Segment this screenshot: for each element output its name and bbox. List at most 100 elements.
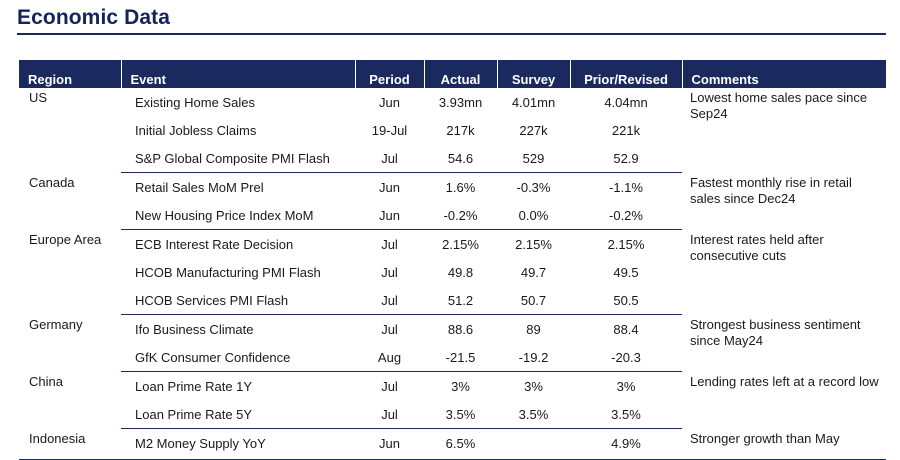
- table-row: Europe Area ECB Interest Rate Decision Jul…: [19, 230, 886, 263]
- prior-revised-cell: -20.3: [570, 343, 682, 372]
- prior-revised-cell: 52.9: [570, 144, 682, 173]
- economic-data-table: Region Event Period Actual Survey Prior/…: [19, 60, 886, 460]
- header-prior-revised: Prior/Revised: [569, 60, 682, 88]
- table-row: HCOB Manufacturing PMI Flash Jul 49.8 49.7 4…: [19, 258, 886, 286]
- actual-cell: 3%: [451, 378, 470, 394]
- event-cell: Loan Prime Rate 1Y: [135, 378, 253, 394]
- region-cell: China: [29, 373, 63, 389]
- comment-cell: Interest rates held after consecutive cu…: [690, 231, 824, 263]
- event-cell: HCOB Services PMI Flash: [121, 286, 355, 315]
- prior-revised-cell: -1.1%: [609, 179, 643, 195]
- region-cell: Indonesia: [19, 428, 121, 460]
- period-cell: Jun: [379, 179, 400, 195]
- actual-cell: 3.5%: [424, 400, 497, 429]
- table-body: US Existing Home Sales Jun 3.93mn 4.01mn 4.04…: [19, 88, 886, 460]
- table-row: HCOB Services PMI Flash Jul 51.2 50.7 50.5: [19, 286, 886, 315]
- actual-cell: 49.8: [447, 264, 474, 280]
- event-cell: M2 Money Supply YoY: [121, 428, 355, 460]
- survey-cell: 227k: [519, 122, 548, 138]
- region-cell: US: [29, 90, 48, 105]
- event-cell: ECB Interest Rate Decision: [135, 236, 294, 252]
- comment-cell: Strongest business sentiment since May24: [690, 316, 861, 348]
- table-row: Initial Jobless Claims 19-Jul 217k 227k 221k: [19, 116, 886, 144]
- page-title: Economic Data: [17, 6, 171, 29]
- actual-cell: 217k: [446, 122, 475, 138]
- event-cell: Initial Jobless Claims: [135, 122, 257, 138]
- actual-cell: 51.2: [424, 286, 497, 315]
- period-cell: Jun: [355, 428, 424, 460]
- table-row: Loan Prime Rate 5Y Jul 3.5% 3.5% 3.5%: [19, 400, 886, 429]
- prior-revised-cell: 221k: [611, 122, 641, 138]
- region-cell: Europe Area: [29, 231, 102, 247]
- survey-cell: 0.0%: [497, 201, 570, 230]
- prior-revised-cell: 50.5: [570, 286, 682, 315]
- survey-cell: 3.5%: [497, 400, 570, 429]
- prior-revised-cell: 49.5: [613, 264, 639, 280]
- survey-cell: 3%: [524, 378, 543, 394]
- actual-cell: -21.5: [424, 343, 497, 372]
- table-row: GfK Consumer Confidence Aug -21.5 -19.2 -20.…: [19, 343, 886, 372]
- period-cell: Jul: [355, 144, 424, 173]
- period-cell: Jul: [381, 378, 398, 394]
- survey-cell: 49.7: [520, 264, 547, 280]
- prior-revised-cell: 88.4: [613, 321, 639, 337]
- table-row: S&P Global Composite PMI Flash Jul 54.6 529…: [19, 144, 886, 173]
- actual-cell: 2.15%: [442, 236, 479, 252]
- prior-revised-cell: 2.15%: [607, 236, 645, 252]
- survey-cell: [497, 428, 570, 460]
- event-cell: Existing Home Sales: [135, 94, 255, 110]
- prior-revised-cell: 4.9%: [570, 428, 682, 460]
- header-event: Event: [120, 60, 355, 88]
- region-cell: Canada: [29, 174, 75, 190]
- period-cell: Jul: [355, 286, 424, 315]
- survey-cell: 50.7: [497, 286, 570, 315]
- survey-cell: 89: [526, 321, 541, 337]
- header-actual: Actual: [423, 60, 497, 88]
- period-cell: Jun: [379, 94, 400, 110]
- prior-revised-cell: 3%: [616, 378, 636, 394]
- header-survey: Survey: [496, 60, 570, 88]
- period-cell: Jul: [381, 236, 398, 252]
- title-divider: [17, 33, 886, 35]
- table-row: New Housing Price Index MoM Jun -0.2% 0.0% -…: [19, 201, 886, 230]
- event-cell: Retail Sales MoM Prel: [135, 179, 264, 195]
- event-cell: Ifo Business Climate: [135, 321, 254, 337]
- event-cell: S&P Global Composite PMI Flash: [121, 144, 355, 173]
- survey-cell: -19.2: [497, 343, 570, 372]
- header-comments: Comments: [681, 60, 886, 88]
- table-row: Germany Ifo Business Climate Jul 88.6 89 88.4…: [19, 315, 886, 348]
- actual-cell: -0.2%: [424, 201, 497, 230]
- period-cell: Aug: [355, 343, 424, 372]
- actual-cell: 6.5%: [424, 428, 497, 460]
- header-period: Period: [354, 60, 424, 88]
- table-row: Canada Retail Sales MoM Prel Jun 1.6% -0.3% -…: [19, 173, 886, 206]
- prior-revised-cell: 3.5%: [570, 400, 682, 429]
- table-header-row: Region Event Period Actual Survey Prior/…: [19, 60, 886, 88]
- survey-cell: 2.15%: [515, 236, 552, 252]
- prior-revised-cell: 4.04mn: [604, 94, 648, 110]
- comment-cell: Lowest home sales pace since Sep24: [690, 90, 868, 121]
- header-region: Region: [19, 60, 121, 88]
- table-row: Indonesia M2 Money Supply YoY Jun 6.5% 4.9% S…: [19, 428, 886, 460]
- period-cell: Jun: [355, 201, 424, 230]
- comment-cell: Lending rates left at a record low: [690, 373, 879, 389]
- period-cell: 19-Jul: [371, 122, 408, 138]
- survey-cell: -0.3%: [516, 179, 551, 195]
- event-cell: New Housing Price Index MoM: [121, 201, 355, 230]
- actual-cell: 1.6%: [445, 179, 476, 195]
- actual-cell: 88.6: [447, 321, 474, 337]
- table-row: US Existing Home Sales Jun 3.93mn 4.01mn 4.04…: [19, 88, 886, 121]
- event-cell: HCOB Manufacturing PMI Flash: [135, 264, 321, 280]
- period-cell: Jul: [381, 321, 398, 337]
- survey-cell: 529: [497, 144, 570, 173]
- period-cell: Jul: [355, 400, 424, 429]
- event-cell: GfK Consumer Confidence: [121, 343, 355, 372]
- prior-revised-cell: -0.2%: [570, 201, 682, 230]
- event-cell: Loan Prime Rate 5Y: [121, 400, 355, 429]
- period-cell: Jul: [381, 264, 398, 280]
- table-row: China Loan Prime Rate 1Y Jul 3% 3% 3% Lending …: [19, 372, 886, 401]
- comment-cell: Stronger growth than May: [682, 428, 886, 460]
- survey-cell: 4.01mn: [511, 94, 556, 110]
- region-cell: Germany: [29, 316, 83, 332]
- comment-cell: Fastest monthly rise in retail sales sin…: [690, 174, 852, 206]
